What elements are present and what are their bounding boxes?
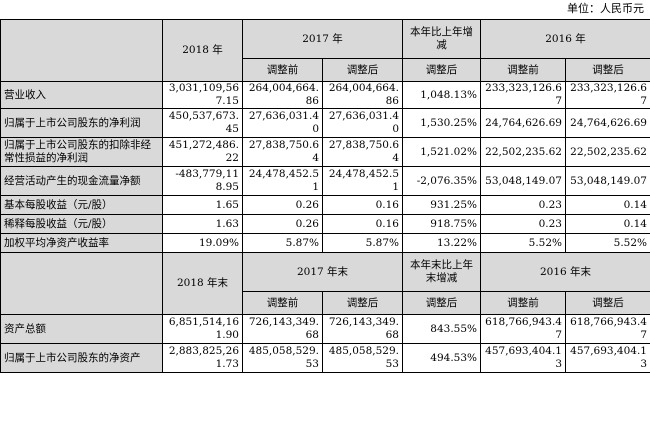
row-label: 经营活动产生的现金流量净额 <box>0 166 163 196</box>
subheader-2016-after: 调整后 <box>565 291 650 315</box>
value-2017-before: 264,004,664.86 <box>242 81 323 109</box>
row-label: 归属于上市公司股东的净资产 <box>0 343 163 373</box>
value-2018: 450,537,673.45 <box>162 108 243 138</box>
value-2017-before: 726,143,349.68 <box>242 314 323 344</box>
value-2016-after: 0.14 <box>565 195 650 215</box>
value-2017-after: 485,058,529.53 <box>322 343 403 373</box>
table-row: 归属于上市公司股东的扣除非经常性损益的净利润 451,272,486.22 27,8… <box>0 137 650 167</box>
value-2018: 2,883,825,261.73 <box>162 343 243 373</box>
row-label: 加权平均净资产收益率 <box>0 233 163 253</box>
header-blank <box>0 19 163 82</box>
value-change: 1,048.13% <box>402 81 481 109</box>
header-year-2016: 2016 年末 <box>480 252 650 292</box>
table-row: 营业收入 3,031,109,567.15 264,004,664.86 264,00… <box>0 81 650 109</box>
value-2016-before: 5.52% <box>480 233 566 253</box>
subheader-2017-before: 调整前 <box>242 291 323 315</box>
table-row: 归属于上市公司股东的净利润 450,537,673.45 27,636,031.40… <box>0 108 650 138</box>
header-row-1: 2018 年 2017 年本年比上年增减 2016 年 <box>0 19 650 82</box>
row-label: 稀释每股收益（元/股） <box>0 214 163 234</box>
header-change: 本年末比上年末增减 <box>402 252 481 292</box>
value-2017-before: 27,838,750.64 <box>242 137 323 167</box>
value-2017-before: 0.26 <box>242 195 323 215</box>
value-2016-after: 24,764,626.69 <box>565 108 650 138</box>
value-change: 1,530.25% <box>402 108 481 138</box>
header-year-2016: 2016 年 <box>480 19 650 59</box>
value-2017-before: 0.26 <box>242 214 323 234</box>
table-row: 归属于上市公司股东的净资产 2,883,825,261.73 485,058,529… <box>0 343 650 373</box>
header-year-prior: 2017 年末 <box>242 252 403 292</box>
subheader-2017-after: 调整后 <box>322 58 403 82</box>
value-2016-after: 618,766,943.47 <box>565 314 650 344</box>
value-change: 918.75% <box>402 214 481 234</box>
value-2017-after: 0.16 <box>322 214 403 234</box>
value-2016-after: 457,693,404.13 <box>565 343 650 373</box>
value-change: 1,521.02% <box>402 137 481 167</box>
table-row: 经营活动产生的现金流量净额 -483,779,118.95 24,478,452.5… <box>0 166 650 196</box>
row-label: 归属于上市公司股东的净利润 <box>0 108 163 138</box>
financial-data-table: 2018 年 2017 年本年比上年增减 2016 年调整前 调整后 调整后 调整前 调整后… <box>0 19 650 373</box>
value-2017-after: 27,636,031.40 <box>322 108 403 138</box>
value-2016-after: 53,048,149.07 <box>565 166 650 196</box>
value-2016-after: 22,502,235.62 <box>565 137 650 167</box>
subheader-2016-before: 调整前 <box>480 58 566 82</box>
subheader-2016-before: 调整前 <box>480 291 566 315</box>
row-label: 资产总额 <box>0 314 163 344</box>
subheader-row-2: 调整前 调整后 调整后 调整前 调整后 <box>1 291 650 315</box>
value-2017-after: 0.16 <box>322 195 403 215</box>
unit-label: 单位：人民币元 <box>567 2 644 15</box>
header-change: 本年比上年增减 <box>402 19 481 59</box>
subheader-2017-before: 调整前 <box>242 58 323 82</box>
value-2018: 1.65 <box>162 195 243 215</box>
value-2016-before: 24,764,626.69 <box>480 108 566 138</box>
value-2016-before: 53,048,149.07 <box>480 166 566 196</box>
row-label: 归属于上市公司股东的扣除非经常性损益的净利润 <box>0 137 163 167</box>
subheader-row-1: 调整前 调整后 调整后 调整前 调整后 <box>1 58 650 82</box>
table-row: 加权平均净资产收益率 19.09% 5.87% 5.87% 13.22% 5.52% 5.5… <box>0 233 650 253</box>
value-2016-before: 618,766,943.47 <box>480 314 566 344</box>
value-2017-after: 24,478,452.51 <box>322 166 403 196</box>
value-2018: 19.09% <box>162 233 243 253</box>
header-row-2: 2018 年末 2017 年末 本年末比上年末增减 2016 年末 <box>0 252 650 315</box>
value-2017-before: 24,478,452.51 <box>242 166 323 196</box>
value-change: 931.25% <box>402 195 481 215</box>
value-2018: 1.63 <box>162 214 243 234</box>
value-2016-before: 22,502,235.62 <box>480 137 566 167</box>
subheader-change-after: 调整后 <box>402 291 481 315</box>
value-2016-before: 233,323,126.67 <box>480 81 566 109</box>
value-2017-after: 264,004,664.86 <box>322 81 403 109</box>
value-2016-after: 233,323,126.67 <box>565 81 650 109</box>
header-blank <box>0 252 163 315</box>
value-change: 13.22% <box>402 233 481 253</box>
value-2017-after: 726,143,349.68 <box>322 314 403 344</box>
value-change: -2,076.35% <box>402 166 481 196</box>
value-2018: 3,031,109,567.15 <box>162 81 243 109</box>
value-2016-after: 0.14 <box>565 214 650 234</box>
value-2017-before: 27,636,031.40 <box>242 108 323 138</box>
value-2017-before: 5.87% <box>242 233 323 253</box>
row-label: 营业收入 <box>0 81 163 109</box>
value-2016-before: 0.23 <box>480 195 566 215</box>
value-2017-after: 5.87% <box>322 233 403 253</box>
header-year-prior: 2017 年 <box>242 19 403 59</box>
value-2018: -483,779,118.95 <box>162 166 243 196</box>
value-2016-after: 5.52% <box>565 233 650 253</box>
header-year-current: 2018 年末 <box>162 252 243 315</box>
value-2017-before: 485,058,529.53 <box>242 343 323 373</box>
value-2017-after: 27,838,750.64 <box>322 137 403 167</box>
value-2016-before: 457,693,404.13 <box>480 343 566 373</box>
value-change: 494.53% <box>402 343 481 373</box>
subheader-change-after: 调整后 <box>402 58 481 82</box>
subheader-2017-after: 调整后 <box>322 291 403 315</box>
table-row: 资产总额 6,851,514,161.90 726,143,349.68 726,14… <box>0 314 650 344</box>
header-year-current: 2018 年 <box>162 19 243 82</box>
value-2016-before: 0.23 <box>480 214 566 234</box>
subheader-2016-after: 调整后 <box>565 58 650 82</box>
table-row: 基本每股收益（元/股） 1.65 0.26 0.16 931.25% 0.23 0.14 <box>0 195 650 215</box>
table-row: 稀释每股收益（元/股） 1.63 0.26 0.16 918.75% 0.23 0.14 <box>0 214 650 234</box>
value-2018: 451,272,486.22 <box>162 137 243 167</box>
value-change: 843.55% <box>402 314 481 344</box>
value-2018: 6,851,514,161.90 <box>162 314 243 344</box>
row-label: 基本每股收益（元/股） <box>0 195 163 215</box>
